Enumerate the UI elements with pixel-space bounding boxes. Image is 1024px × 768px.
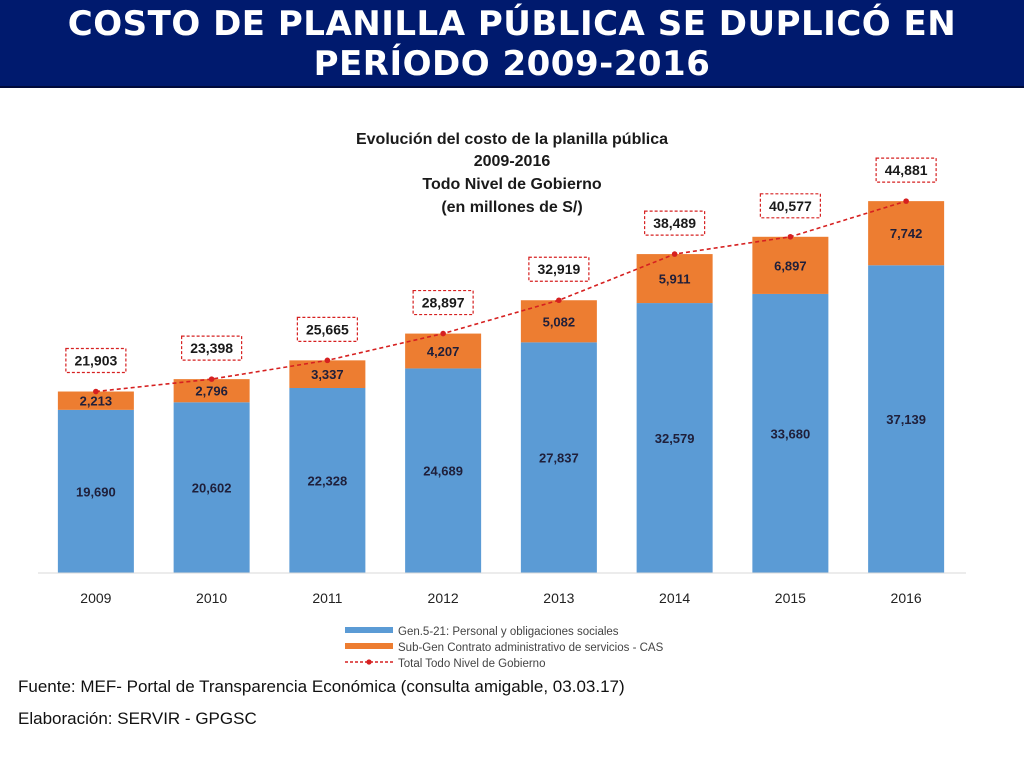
data-label-cas-2011: 3,337 xyxy=(311,367,344,382)
data-label-personal-2009: 19,690 xyxy=(76,484,116,499)
chart-title-line-1: Evolución del costo de la planilla públi… xyxy=(356,131,668,148)
bar-cas-2012 xyxy=(405,333,482,369)
total-label-2016: 44,881 xyxy=(885,162,928,178)
bar-cas-2011 xyxy=(289,360,366,388)
total-label-2013: 32,919 xyxy=(537,261,580,277)
data-label-cas-2010: 2,796 xyxy=(195,384,228,399)
data-label-personal-2016: 37,139 xyxy=(886,412,926,427)
total-label-2012: 28,897 xyxy=(422,295,465,311)
total-point-2011 xyxy=(324,357,331,364)
data-label-personal-2011: 22,328 xyxy=(307,473,347,488)
data-label-personal-2010: 20,602 xyxy=(192,481,232,496)
data-label-cas-2016: 7,742 xyxy=(890,226,923,241)
bar-cas-2015 xyxy=(752,236,829,294)
data-label-personal-2015: 33,680 xyxy=(770,426,810,441)
chart-title-line-2: 2009-2016 xyxy=(474,153,551,170)
stacked-bar-chart: Evolución del costo de la planilla públi… xyxy=(38,131,966,670)
chart-legend: Gen.5-21: Personal y obligaciones social… xyxy=(345,626,664,670)
data-label-personal-2013: 27,837 xyxy=(539,451,579,466)
bar-personal-2016 xyxy=(868,265,945,573)
legend-swatch-personal xyxy=(345,627,393,633)
page-title-line-1: COSTO DE PLANILLA PÚBLICA SE DUPLICÓ EN xyxy=(67,4,957,44)
bar-personal-2014 xyxy=(636,303,713,573)
chart-title: Evolución del costo de la planilla públi… xyxy=(356,131,668,216)
bar-personal-2012 xyxy=(405,368,482,573)
x-tick-label-2016: 2016 xyxy=(891,590,922,606)
x-tick-label-2015: 2015 xyxy=(775,590,806,606)
legend-swatch-cas xyxy=(345,643,393,649)
total-label-box-2011 xyxy=(296,316,358,342)
chart-bars: 19,690 2,213 20,602 2,796 22,328 3,337 24,689 4… xyxy=(57,201,945,573)
data-label-personal-2012: 24,689 xyxy=(423,464,463,479)
total-line-path xyxy=(95,200,907,393)
source-note: Fuente: MEF- Portal de Transparencia Eco… xyxy=(18,677,625,696)
total-point-2016 xyxy=(903,198,909,204)
data-label-cas-2015: 6,897 xyxy=(774,258,807,273)
title-banner: COSTO DE PLANILLA PÚBLICA SE DUPLICÓ EN … xyxy=(0,0,1024,88)
total-label-box-2013 xyxy=(528,256,590,282)
chart-title-line-3: Todo Nivel de Gobierno xyxy=(422,176,601,193)
bar-personal-2009 xyxy=(57,409,134,573)
legend-label-total: Total Todo Nivel de Gobierno xyxy=(398,658,545,670)
total-label-box-2009 xyxy=(65,347,127,374)
total-point-2013 xyxy=(556,297,562,304)
total-point-2012 xyxy=(440,330,446,337)
data-label-cas-2009: 2,213 xyxy=(80,394,113,409)
total-point-2009 xyxy=(93,388,99,395)
data-label-cas-2012: 4,207 xyxy=(427,344,460,359)
bar-cas-2014 xyxy=(636,254,713,304)
x-tick-label-2012: 2012 xyxy=(428,590,459,606)
bar-personal-2013 xyxy=(520,342,597,573)
x-tick-label-2014: 2014 xyxy=(659,590,690,606)
x-tick-label-2010: 2010 xyxy=(196,590,227,606)
total-point-2015 xyxy=(787,233,794,240)
chart-title-line-4: (en millones de S/) xyxy=(441,199,582,216)
bar-personal-2015 xyxy=(752,293,829,573)
total-label-box-2015 xyxy=(759,193,821,219)
bar-cas-2009 xyxy=(57,391,134,410)
bar-cas-2016 xyxy=(868,201,945,266)
data-label-personal-2014: 32,579 xyxy=(655,431,695,446)
data-label-cas-2014: 5,911 xyxy=(659,272,691,287)
total-point-2014 xyxy=(671,251,678,257)
total-label-2015: 40,577 xyxy=(769,198,812,214)
bar-personal-2010 xyxy=(173,402,250,573)
page-title: COSTO DE PLANILLA PÚBLICA SE DUPLICÓ EN … xyxy=(0,4,1024,84)
data-label-cas-2013: 5,082 xyxy=(543,314,576,329)
total-label-2010: 23,398 xyxy=(190,340,233,356)
total-line-series: 21,903 23,398 25,665 28,897 32,919 38,489 40,5… xyxy=(65,157,937,395)
bar-cas-2010 xyxy=(173,379,250,403)
x-tick-label-2013: 2013 xyxy=(543,590,574,606)
page-title-line-2: PERÍODO 2009-2016 xyxy=(313,44,711,84)
legend-marker-total xyxy=(366,659,372,665)
chart-x-axis: 2009 2010 2011 2012 2013 2014 2015 2016 xyxy=(38,572,966,606)
legend-label-personal: Gen.5-21: Personal y obligaciones social… xyxy=(398,626,619,638)
x-tick-label-2009: 2009 xyxy=(80,590,111,606)
total-label-box-2012 xyxy=(412,289,474,316)
total-label-box-2010 xyxy=(181,335,243,361)
total-label-2014: 38,489 xyxy=(653,215,696,231)
total-label-box-2016 xyxy=(875,157,937,183)
legend-label-cas: Sub-Gen Contrato administrativo de servi… xyxy=(398,642,664,654)
bar-personal-2011 xyxy=(289,387,366,573)
bar-cas-2013 xyxy=(520,300,597,343)
author-note: Elaboración: SERVIR - GPGSC xyxy=(18,709,257,728)
total-label-2011: 25,665 xyxy=(306,321,349,337)
total-label-2009: 21,903 xyxy=(74,353,117,369)
total-label-box-2014 xyxy=(644,210,706,236)
x-tick-label-2011: 2011 xyxy=(312,590,342,606)
total-point-2010 xyxy=(208,376,215,382)
